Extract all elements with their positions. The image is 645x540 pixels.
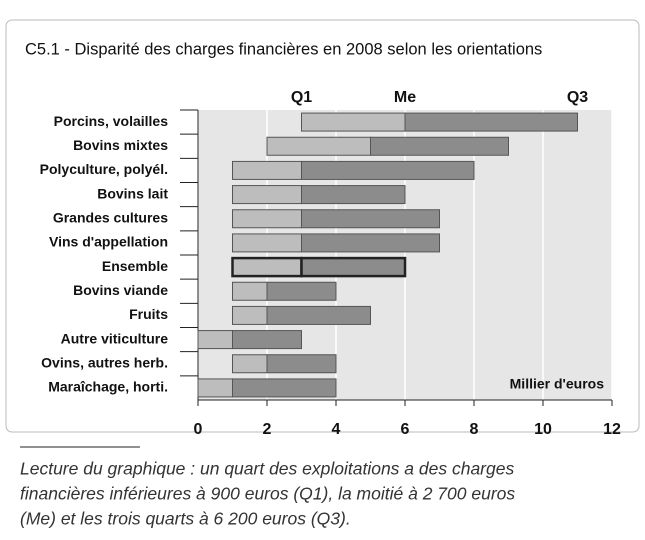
bar-upper	[232, 378, 337, 398]
bar-upper	[301, 160, 475, 180]
bar-upper	[266, 281, 337, 301]
x-tick-label: 4	[332, 421, 341, 438]
y-tick-label: Ovins, autres herb.	[41, 354, 168, 370]
bar-upper	[301, 185, 406, 205]
series-label: Q1	[291, 89, 312, 106]
note-line: financières inférieures à 900 euros (Q1)…	[20, 484, 515, 504]
y-tick-label: Fruits	[129, 306, 168, 322]
note-line: Lecture du graphique : un quart des expl…	[20, 459, 514, 479]
bar-upper	[232, 330, 302, 350]
bar-lower	[197, 378, 233, 398]
x-tick-label: 0	[194, 421, 203, 438]
bar-upper	[301, 209, 440, 229]
y-tick-label: Maraîchage, horti.	[48, 379, 168, 395]
bar-lower	[232, 354, 268, 374]
bar-upper	[404, 112, 578, 132]
bar-lower	[301, 112, 406, 132]
bar-lower	[232, 185, 302, 205]
y-tick-label: Bovins lait	[97, 185, 168, 201]
y-tick-label: Polyculture, polyél.	[40, 161, 168, 177]
x-tick-label: 2	[263, 421, 272, 438]
bar-upper	[370, 136, 509, 156]
bar-lower	[231, 256, 303, 278]
bar-lower	[266, 136, 371, 156]
bar-lower	[197, 330, 233, 350]
bar-lower	[232, 160, 302, 180]
y-tick-label: Bovins viande	[73, 282, 168, 298]
bar-upper	[266, 305, 371, 325]
y-tick-label: Vins d'appellation	[49, 234, 168, 250]
bar-upper	[300, 256, 407, 278]
x-tick-label: 6	[401, 421, 410, 438]
bar-lower	[232, 305, 268, 325]
y-tick-label: Ensemble	[102, 258, 168, 274]
y-tick-label: Porcins, volailles	[54, 113, 169, 129]
series-label: Q3	[567, 89, 588, 106]
x-tick-label: 10	[534, 421, 552, 438]
x-tick-label: 8	[470, 421, 479, 438]
bar-upper	[301, 233, 440, 253]
x-axis-label: Millier d'euros	[510, 376, 605, 392]
x-tick-label: 12	[603, 421, 621, 438]
y-tick-label: Grandes cultures	[53, 209, 168, 225]
bar-lower	[232, 281, 268, 301]
bar-lower	[232, 209, 302, 229]
chart-title: C5.1 - Disparité des charges financières…	[25, 40, 542, 58]
bar-lower	[232, 233, 302, 253]
series-label: Me	[394, 89, 416, 106]
y-tick-label: Autre viticulture	[61, 330, 169, 346]
y-tick-label: Bovins mixtes	[73, 137, 168, 153]
note-line: (Me) et les trois quarts à 6 200 euros (…	[20, 509, 351, 529]
bar-upper	[266, 354, 337, 374]
